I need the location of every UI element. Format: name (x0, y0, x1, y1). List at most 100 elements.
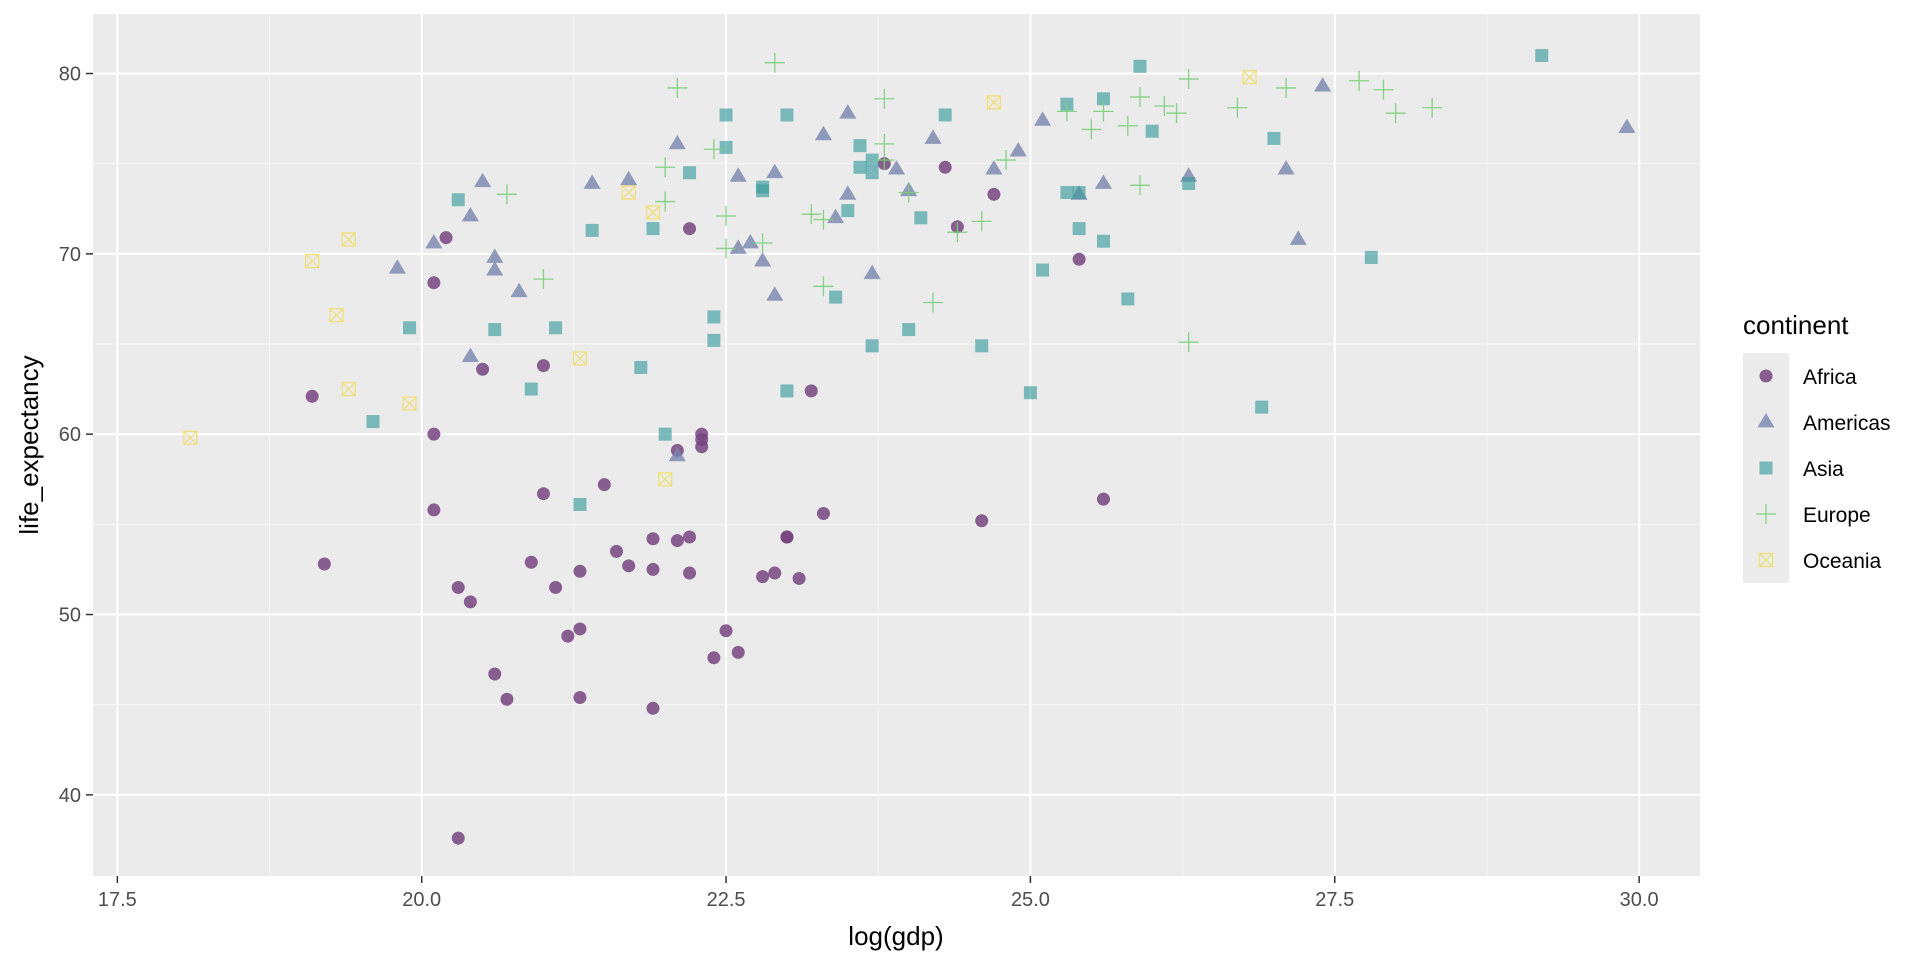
point-americas (1277, 160, 1295, 175)
point-africa (707, 651, 721, 665)
point-europe (813, 276, 834, 297)
point-africa (536, 487, 550, 501)
point-asia (719, 108, 733, 122)
legend-label: Asia (1803, 458, 1844, 481)
point-africa (500, 692, 514, 706)
point-africa (683, 530, 697, 544)
point-asia (658, 427, 672, 441)
point-americas (668, 134, 686, 150)
point-africa (695, 440, 709, 454)
point-europe (1166, 103, 1187, 124)
point-asia (403, 321, 417, 335)
point-africa (427, 427, 441, 441)
point-asia (366, 415, 380, 429)
point-africa (427, 276, 441, 290)
point-asia (549, 321, 563, 335)
y-tick-label: 40 (59, 785, 81, 807)
legend-key-asia (1759, 461, 1773, 475)
point-africa (536, 359, 550, 373)
point-oceania (1242, 69, 1257, 85)
point-asia (780, 108, 794, 122)
point-africa (1096, 492, 1110, 506)
point-asia (634, 360, 648, 374)
point-africa (695, 427, 709, 441)
point-africa (463, 595, 477, 609)
point-americas (729, 167, 747, 182)
point-africa (573, 690, 587, 704)
point-asia (865, 166, 879, 180)
point-americas (583, 174, 601, 189)
legend-item-americas: Americas (1757, 412, 1891, 435)
point-africa (646, 701, 660, 715)
point-africa (524, 555, 538, 569)
point-africa (488, 667, 502, 681)
x-axis-title: log(gdp) (848, 921, 943, 951)
point-asia (646, 222, 660, 236)
point-africa (670, 534, 684, 548)
point-africa (451, 831, 465, 845)
point-oceania (658, 472, 673, 487)
point-europe (1093, 101, 1114, 122)
legend-item-europe: Europe (1756, 504, 1871, 527)
point-africa (804, 384, 818, 398)
point-americas (1034, 111, 1052, 126)
series-asia (366, 48, 1549, 512)
legend-item-africa: Africa (1759, 366, 1857, 389)
point-americas (1618, 118, 1636, 134)
point-asia (1060, 186, 1074, 200)
point-africa (451, 580, 465, 594)
point-asia (1535, 48, 1549, 62)
point-asia (1133, 59, 1147, 73)
plot-panel (93, 14, 1700, 876)
point-europe (1276, 77, 1297, 98)
point-asia (1182, 177, 1196, 191)
legend-label: Europe (1803, 504, 1871, 527)
y-tick-label: 50 (59, 605, 81, 627)
point-europe (813, 209, 834, 230)
legend-key-oceania (1758, 552, 1774, 568)
point-africa (646, 532, 660, 546)
point-asia (780, 384, 794, 398)
point-asia (488, 323, 502, 337)
point-asia (829, 290, 843, 304)
point-americas (741, 234, 759, 249)
point-asia (756, 184, 770, 198)
point-africa (646, 562, 660, 576)
point-africa (561, 629, 575, 643)
point-americas (461, 206, 479, 222)
point-oceania (402, 396, 417, 411)
point-africa (756, 570, 770, 584)
point-europe (716, 205, 737, 226)
point-africa (987, 187, 1001, 201)
point-americas (985, 160, 1003, 175)
point-europe (1154, 95, 1175, 116)
point-oceania (341, 232, 356, 247)
point-africa (768, 566, 782, 580)
point-europe (655, 157, 676, 178)
point-europe (764, 52, 785, 73)
point-americas (887, 160, 906, 175)
point-americas (863, 264, 881, 280)
point-asia (865, 339, 879, 353)
point-asia (1267, 131, 1281, 145)
y-tick-label: 60 (59, 424, 81, 446)
legend: continent Africa Americas Asia Europe Oceani… (1743, 310, 1891, 583)
y-tick-label: 80 (59, 64, 81, 86)
point-asia (585, 223, 599, 237)
point-asia (1072, 186, 1086, 200)
point-europe (1081, 119, 1102, 140)
point-europe (667, 77, 688, 98)
point-asia (938, 108, 952, 122)
point-africa (573, 564, 587, 578)
point-americas (814, 125, 833, 141)
point-americas (474, 172, 492, 188)
point-asia (975, 339, 989, 353)
point-oceania (572, 351, 588, 366)
x-tick-label: 20.0 (402, 889, 441, 911)
y-axis-title: life_expectancy (14, 355, 44, 534)
legend-key-americas (1757, 413, 1775, 428)
point-africa (780, 530, 794, 544)
point-americas (510, 282, 528, 298)
